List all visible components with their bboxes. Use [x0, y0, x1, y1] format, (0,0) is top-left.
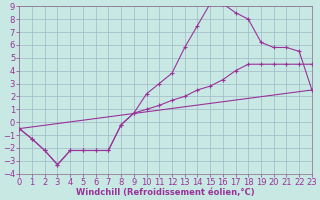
X-axis label: Windchill (Refroidissement éolien,°C): Windchill (Refroidissement éolien,°C)	[76, 188, 255, 197]
